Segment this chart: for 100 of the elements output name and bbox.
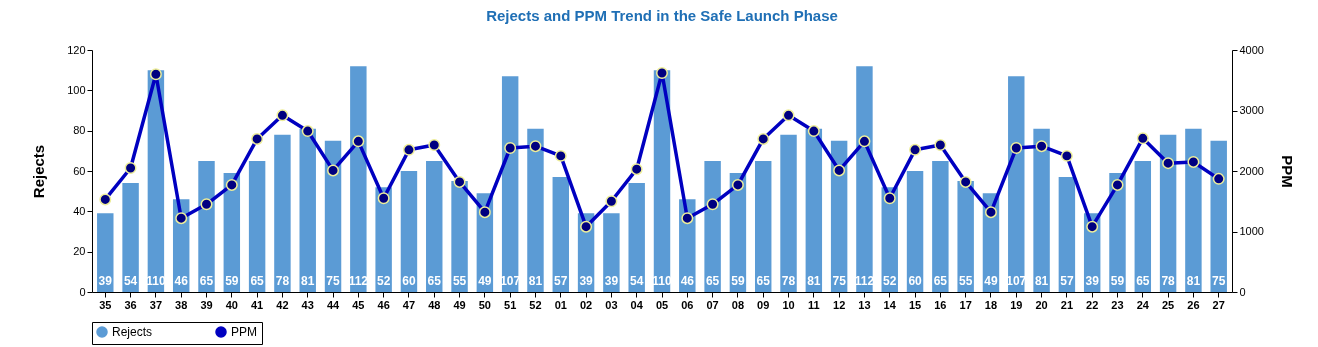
data-label: 65 bbox=[1136, 274, 1150, 288]
x-tick-label: 51 bbox=[504, 298, 517, 311]
data-label: 75 bbox=[832, 274, 847, 288]
x-tick-label: 38 bbox=[175, 298, 188, 311]
x-tick-label: 44 bbox=[326, 298, 341, 311]
data-label: 65 bbox=[250, 274, 265, 288]
bar bbox=[527, 128, 544, 292]
data-label: 57 bbox=[554, 274, 568, 288]
y-tick-label: 40 bbox=[73, 204, 86, 217]
y-tick-label: 120 bbox=[67, 43, 86, 56]
data-label: 78 bbox=[275, 274, 290, 288]
x-tick-label: 50 bbox=[478, 298, 491, 311]
bar bbox=[755, 160, 772, 292]
bar bbox=[1109, 173, 1126, 292]
y-tick-label: 80 bbox=[73, 124, 86, 137]
y2-tick-label: 0 bbox=[1239, 285, 1246, 298]
x-tick-label: 26 bbox=[1187, 298, 1200, 311]
bar bbox=[248, 160, 266, 292]
data-label: 39 bbox=[579, 274, 594, 288]
x-tick-label: 07 bbox=[706, 298, 719, 311]
x-tick-label: 37 bbox=[149, 298, 163, 311]
x-tick-label: 13 bbox=[858, 298, 871, 311]
y2-axis-title: PPM bbox=[1278, 155, 1296, 188]
x-tick-label: 08 bbox=[731, 298, 745, 311]
x-tick-label: 10 bbox=[782, 298, 795, 311]
data-label: 55 bbox=[958, 274, 973, 288]
x-tick-label: 21 bbox=[1060, 298, 1074, 311]
x-tick-label: 22 bbox=[1086, 298, 1099, 311]
x-tick-label: 12 bbox=[833, 298, 846, 311]
data-label: 78 bbox=[1161, 274, 1176, 288]
x-tick-label: 41 bbox=[250, 298, 264, 311]
x-tick-label: 52 bbox=[529, 298, 542, 311]
data-label: 78 bbox=[781, 274, 796, 288]
bar bbox=[1033, 128, 1050, 292]
x-tick-label: 09 bbox=[757, 298, 770, 311]
bar bbox=[603, 213, 620, 292]
x-tick-label: 18 bbox=[984, 298, 998, 311]
data-label: 75 bbox=[1212, 274, 1226, 288]
data-label: 65 bbox=[427, 274, 442, 288]
y-tick-label: 100 bbox=[67, 83, 86, 96]
y2-tick-label: 3000 bbox=[1239, 104, 1264, 116]
x-tick-label: 17 bbox=[959, 298, 972, 311]
bar bbox=[426, 160, 443, 292]
x-tick-label: 02 bbox=[579, 298, 593, 311]
y2-tick-label: 1000 bbox=[1239, 225, 1264, 237]
x-tick-label: 43 bbox=[301, 298, 314, 311]
data-label: 49 bbox=[984, 274, 998, 288]
x-tick-label: 06 bbox=[681, 298, 694, 311]
bar bbox=[375, 187, 392, 292]
x-tick-label: 04 bbox=[630, 298, 644, 311]
data-label: 81 bbox=[528, 274, 543, 288]
x-tick-label: 45 bbox=[352, 298, 365, 311]
data-label: 81 bbox=[301, 274, 315, 288]
data-label: 81 bbox=[807, 274, 821, 288]
bar bbox=[400, 171, 418, 292]
data-label: 75 bbox=[326, 274, 341, 288]
y2-tick-label: 2000 bbox=[1239, 164, 1264, 177]
x-tick-label: 36 bbox=[124, 298, 137, 311]
bar bbox=[1008, 76, 1025, 292]
bar bbox=[552, 177, 569, 292]
data-label: 54 bbox=[630, 274, 644, 288]
x-tick-label: 14 bbox=[883, 298, 897, 311]
data-label: 52 bbox=[883, 274, 897, 288]
bar bbox=[97, 213, 114, 292]
bar bbox=[451, 181, 468, 292]
bar bbox=[906, 171, 924, 292]
data-label: 46 bbox=[174, 274, 189, 288]
data-label: 81 bbox=[1034, 274, 1049, 288]
data-label: 55 bbox=[452, 274, 467, 288]
data-label: 65 bbox=[756, 274, 771, 288]
data-label: 52 bbox=[376, 274, 391, 288]
x-tick-label: 19 bbox=[1010, 298, 1023, 311]
data-label: 65 bbox=[933, 274, 948, 288]
data-label: 49 bbox=[478, 274, 492, 288]
x-tick-label: 05 bbox=[655, 298, 669, 311]
x-tick-label: 25 bbox=[1161, 298, 1175, 311]
data-label: 60 bbox=[908, 274, 923, 288]
bar bbox=[1185, 128, 1202, 292]
x-tick-label: 11 bbox=[808, 298, 820, 311]
x-tick-label: 27 bbox=[1212, 298, 1225, 311]
x-tick-label: 03 bbox=[605, 298, 618, 311]
bar bbox=[501, 76, 519, 292]
data-label: 59 bbox=[225, 274, 239, 288]
bar bbox=[957, 181, 974, 292]
bar bbox=[1058, 177, 1076, 292]
data-label: 39 bbox=[98, 274, 113, 288]
data-label: 65 bbox=[705, 274, 720, 288]
data-label: 59 bbox=[1110, 274, 1125, 288]
data-label: 46 bbox=[680, 274, 695, 288]
data-label: 39 bbox=[1085, 274, 1100, 288]
bar bbox=[628, 183, 645, 292]
bar bbox=[274, 134, 291, 292]
data-label: 112 bbox=[348, 274, 369, 288]
x-tick-label: 20 bbox=[1035, 298, 1048, 311]
x-tick-label: 15 bbox=[908, 298, 922, 311]
y-tick-label: 0 bbox=[79, 285, 86, 298]
bar bbox=[198, 160, 215, 292]
x-tick-label: 24 bbox=[1136, 298, 1150, 311]
chart-title: Rejects and PPM Trend in the Safe Launch Phase bbox=[486, 7, 838, 24]
x-tick-label: 39 bbox=[200, 298, 213, 311]
